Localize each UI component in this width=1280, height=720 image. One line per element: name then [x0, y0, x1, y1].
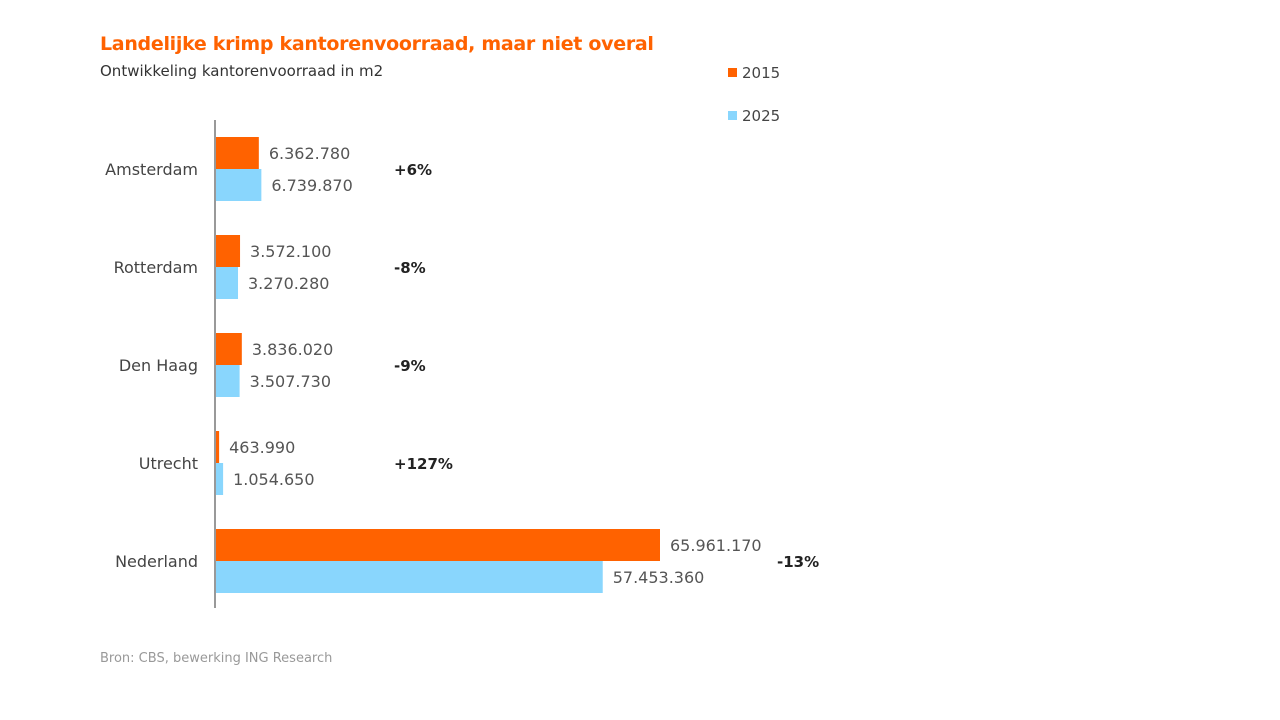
- legend-label-2025: 2025: [742, 107, 780, 125]
- legend-label-2015: 2015: [742, 64, 780, 82]
- source-note: Bron: CBS, bewerking ING Research: [100, 651, 333, 666]
- category-label: Utrecht: [139, 454, 198, 473]
- bar-2025: [216, 463, 224, 495]
- value-label-2015: 65.961.170: [670, 536, 762, 555]
- bar-2025: [216, 365, 240, 397]
- value-label-2015: 463.990: [229, 438, 295, 457]
- category-label: Amsterdam: [105, 160, 198, 179]
- bar-2025: [216, 169, 262, 201]
- category-label: Nederland: [115, 552, 198, 571]
- bar-2015: [216, 529, 660, 561]
- change-label: +6%: [394, 161, 432, 179]
- value-label-2025: 3.507.730: [250, 372, 331, 391]
- value-label-2015: 6.362.780: [269, 144, 350, 163]
- value-label-2015: 3.572.100: [250, 242, 331, 261]
- category-label: Den Haag: [119, 356, 198, 375]
- bar-2015: [216, 333, 242, 365]
- bar-2025: [216, 267, 239, 299]
- change-label: -9%: [394, 357, 426, 375]
- chart-title: Landelijke krimp kantorenvoorraad, maar …: [100, 33, 654, 55]
- bar-2015: [216, 431, 220, 463]
- legend-swatch-2015: [728, 68, 737, 77]
- change-label: -8%: [394, 259, 426, 277]
- value-label-2025: 57.453.360: [613, 568, 705, 587]
- value-label-2025: 3.270.280: [248, 274, 329, 293]
- bar-2015: [216, 235, 241, 267]
- legend-swatch-2025: [728, 111, 737, 120]
- value-label-2025: 6.739.870: [271, 176, 352, 195]
- bar-2015: [216, 137, 259, 169]
- chart-subtitle: Ontwikkeling kantorenvoorraad in m2: [100, 62, 384, 80]
- value-label-2015: 3.836.020: [252, 340, 333, 359]
- change-label: +127%: [394, 455, 453, 473]
- bar-2025: [216, 561, 603, 593]
- category-label: Rotterdam: [114, 258, 198, 277]
- change-label: -13%: [777, 553, 819, 571]
- value-label-2025: 1.054.650: [233, 470, 314, 489]
